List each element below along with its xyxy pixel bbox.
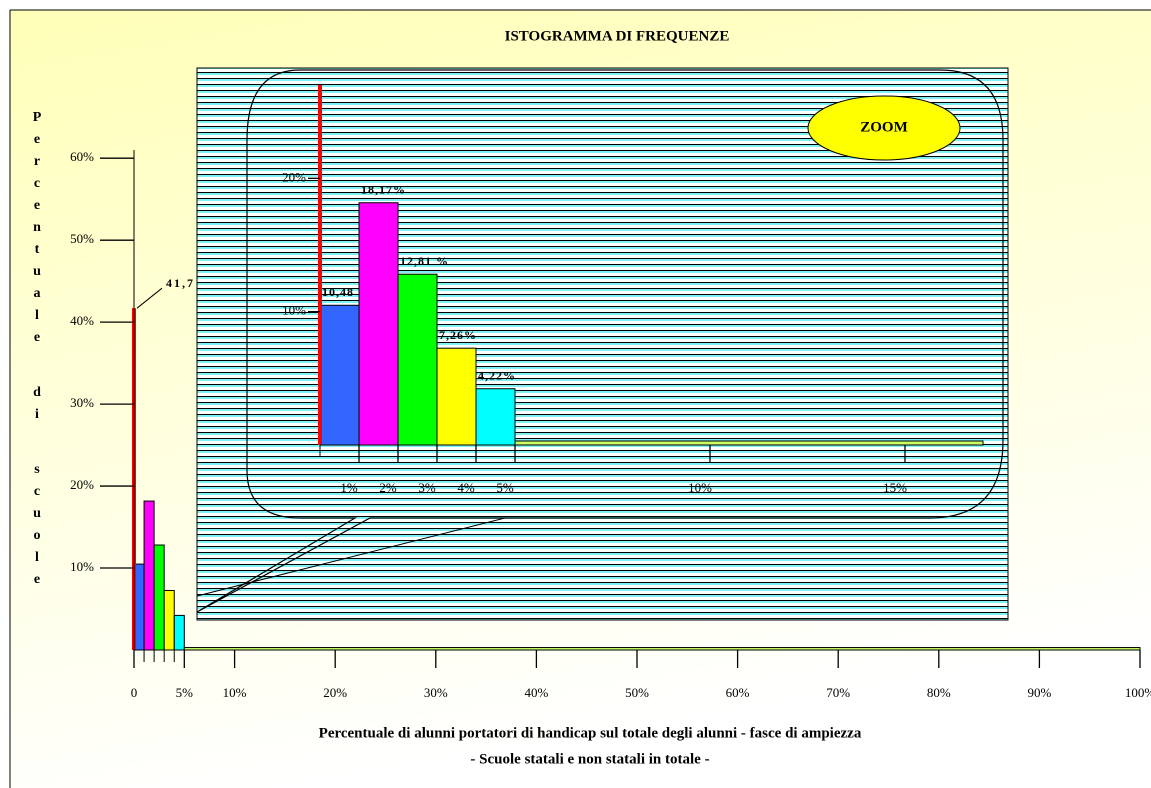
x-tick-label: 80%	[927, 685, 951, 700]
y-tick-label: 20%	[70, 477, 94, 492]
zoom-callout	[196, 69, 1004, 613]
y-tick-label: 40%	[70, 313, 94, 328]
x-tick-label: 20%	[323, 685, 347, 700]
subtitle: - Scuole statali e non statali in totale…	[470, 751, 709, 767]
x-tick-label: 30%	[424, 685, 448, 700]
x-axis-label: Percentuale di alunni portatori di handi…	[319, 725, 862, 741]
x-tick-label: 90%	[1027, 685, 1051, 700]
x-tick-label: 5%	[496, 480, 514, 495]
bar	[397, 273, 438, 446]
value-label: 18,17%	[361, 182, 406, 196]
bar	[163, 589, 175, 651]
y-tick-label: 50%	[70, 231, 94, 246]
x-tick-label: 3%	[418, 480, 436, 495]
x-tick-label: 10%	[688, 480, 712, 495]
y-tick-label: 10%	[70, 559, 94, 574]
y-tick-label: 10%	[282, 303, 306, 318]
value-label: 4,22%	[478, 368, 516, 382]
bar	[475, 388, 516, 446]
x-tick-label: 10%	[223, 685, 247, 700]
value-label: 12,81 %	[400, 254, 449, 268]
bar	[143, 500, 155, 651]
leader-line	[136, 287, 163, 309]
y-tick-label: 30%	[70, 395, 94, 410]
x-tick-label: 60%	[726, 685, 750, 700]
x-tick-label: 70%	[826, 685, 850, 700]
value-label: 10,48 %	[322, 285, 371, 299]
bar	[319, 304, 360, 446]
x-tick-label: 1%	[340, 480, 358, 495]
zoom-badge	[807, 95, 961, 161]
x-tick-label: 100%	[1125, 685, 1151, 700]
x-tick-label: 2%	[379, 480, 397, 495]
x-tick-label: 15%	[883, 480, 907, 495]
chart-title: ISTOGRAMMA DI FREQUENZE	[505, 28, 730, 44]
bar	[153, 544, 165, 651]
zoom-title: ZOOM	[860, 119, 908, 135]
bar	[358, 202, 399, 446]
bar	[514, 440, 984, 446]
x-tick-label: 40%	[524, 685, 548, 700]
y-tick-label: 60%	[70, 149, 94, 164]
x-tick-label: 4%	[457, 480, 475, 495]
x-tick-label: 50%	[625, 685, 649, 700]
zero-bar	[318, 85, 322, 445]
value-label: 7,26%	[439, 328, 477, 342]
bar	[173, 614, 185, 651]
zoom-connector	[196, 517, 506, 597]
zero-label: 41,7	[166, 276, 195, 290]
bar	[436, 347, 477, 446]
x-tick-label: 5%	[176, 685, 194, 700]
y-tick-label: 20%	[282, 169, 306, 184]
x-tick-label: 0	[131, 685, 138, 700]
